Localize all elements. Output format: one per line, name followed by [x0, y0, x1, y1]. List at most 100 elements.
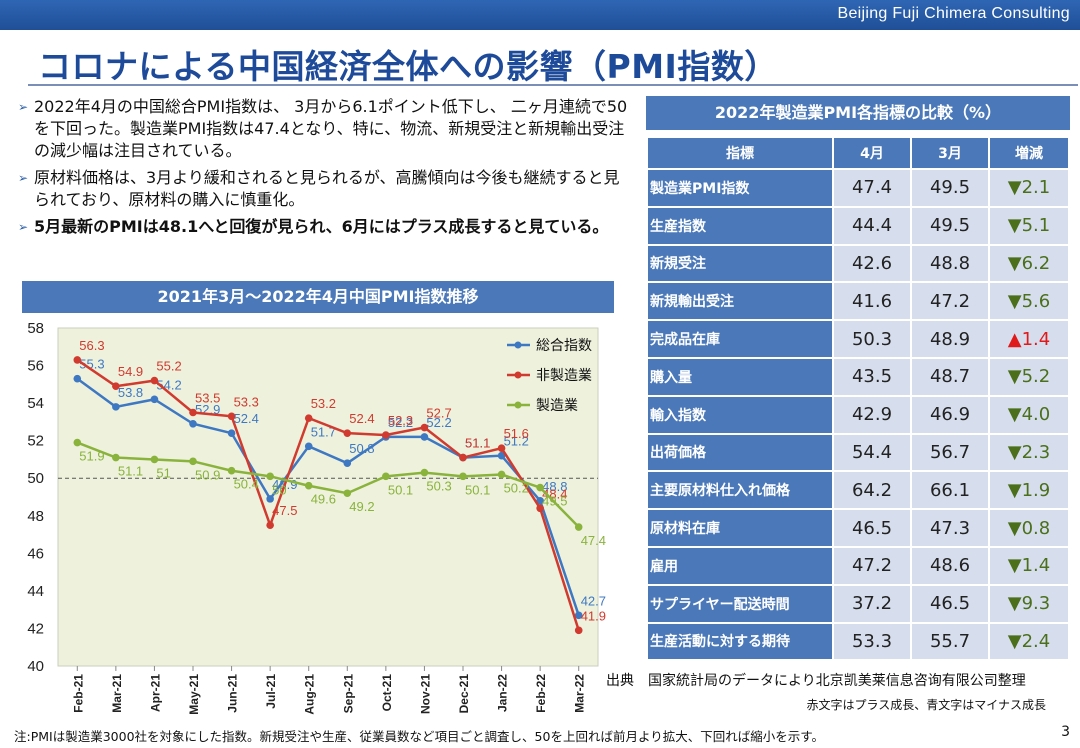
x-tick-label: Apr-21: [148, 674, 162, 712]
pmi-chart-area: 40 42 44 46 48 50 52 54 56 58 Feb-21 Mar-21 Apr-21 Ma…: [0, 313, 640, 725]
data-label: 49.6: [311, 492, 336, 507]
april-value-cell: 50.3: [834, 321, 910, 357]
y-tick-label: 44: [27, 583, 44, 600]
april-value-cell: 53.3: [834, 623, 910, 660]
table-row: 生産活動に対する期待 53.3 55.7 ▼2.4: [648, 623, 1068, 660]
plot-area: [57, 327, 599, 667]
data-point: [189, 419, 197, 428]
data-label: 55.2: [156, 359, 181, 374]
april-value-cell: 46.5: [834, 510, 910, 546]
data-label: 52.2: [426, 415, 451, 430]
data-label: 56.3: [79, 338, 104, 353]
data-label: 50.9: [195, 467, 220, 482]
footnote: 注:PMIは製造業3000社を対象にした指数。新規受注や生産、従業員数など項目ご…: [14, 729, 824, 744]
data-label: 50.3: [426, 479, 451, 494]
legend-label: 総合指数: [536, 338, 592, 354]
data-point: [574, 523, 583, 531]
data-label: 48.8: [542, 479, 567, 494]
x-tick-label: Feb-21: [71, 674, 85, 713]
y-tick-label: 54: [27, 395, 44, 412]
march-value-cell: 66.1: [912, 472, 988, 509]
data-label: 53.3: [234, 394, 259, 409]
indicator-name-cell: 完成品在庫: [648, 321, 832, 357]
april-value-cell: 54.4: [834, 434, 910, 471]
april-value-cell: 47.4: [834, 170, 910, 206]
legend-marker: [514, 401, 522, 409]
brand-label: Beijing Fuji Chimera Consulting: [837, 5, 1070, 22]
data-label: 52.3: [388, 413, 413, 428]
page-title: コロナによる中国経済全体への影響（PMI指数）: [38, 47, 778, 86]
data-label: 47.4: [581, 533, 606, 548]
change-cell: ▼2.4: [990, 623, 1068, 660]
table-row: 新規輸出受注 41.6 47.2 ▼5.6: [648, 283, 1068, 320]
data-point: [497, 444, 506, 452]
data-label: 42.7: [581, 593, 606, 608]
data-label: 51.7: [311, 424, 336, 439]
data-label: 51.1: [465, 436, 490, 451]
title-divider: [28, 84, 1078, 86]
indicator-name-cell: 主要原材料仕入れ価格: [648, 472, 832, 509]
april-value-cell: 37.2: [834, 585, 910, 622]
legend-marker: [514, 341, 522, 349]
april-value-cell: 44.4: [834, 207, 910, 244]
data-point: [304, 481, 313, 490]
data-point: [497, 470, 506, 479]
series-line: [76, 441, 580, 528]
data-label: 50.1: [388, 482, 413, 497]
indicator-name-cell: 雇用: [648, 547, 832, 584]
march-value-cell: 46.5: [912, 585, 988, 622]
bullet-item: ➢ 2022年4月の中国総合PMI指数は、 3月から6.1ポイント低下し、 二ヶ月…: [18, 96, 630, 162]
series-line: [76, 377, 580, 616]
change-cell: ▼5.2: [990, 358, 1068, 395]
data-label: 50.8: [349, 441, 374, 456]
table-row: 出荷価格 54.4 56.7 ▼2.3: [648, 434, 1068, 471]
data-point: [343, 429, 352, 437]
table-row: 製造業PMI指数 47.4 49.5 ▼2.1: [648, 170, 1068, 206]
data-label: 51.9: [79, 449, 104, 464]
data-label: 49.2: [349, 499, 374, 514]
march-value-cell: 48.9: [912, 321, 988, 357]
chart-title: 2021年3月～2022年4月中国PMI指数推移: [22, 281, 614, 313]
bullet-text: 2022年4月の中国総合PMI指数は、 3月から6.1ポイント低下し、 二ヶ月連…: [34, 97, 628, 160]
y-tick-label: 56: [27, 358, 44, 375]
april-value-cell: 43.5: [834, 358, 910, 395]
data-point: [343, 489, 352, 498]
indicator-name-cell: 原材料在庫: [648, 510, 832, 546]
change-cell: ▼2.3: [990, 434, 1068, 471]
table-row: 主要原材料仕入れ価格 64.2 66.1 ▼1.9: [648, 472, 1068, 509]
data-label: 52.7: [426, 406, 451, 421]
change-cell: ▼5.1: [990, 207, 1068, 244]
data-point: [420, 468, 429, 477]
data-label: 51.1: [465, 436, 490, 451]
x-tick-label: Mar-21: [110, 674, 124, 713]
data-point: [420, 433, 429, 441]
march-value-cell: 56.7: [912, 434, 988, 471]
change-cell: ▼1.4: [990, 547, 1068, 584]
indicator-name-cell: 生産指数: [648, 207, 832, 244]
x-tick-label: Dec-21: [457, 674, 471, 714]
data-point: [150, 455, 159, 464]
y-tick-label: 40: [27, 658, 44, 675]
april-value-cell: 42.9: [834, 396, 910, 433]
data-label: 53.5: [195, 391, 220, 406]
header-march: 3月: [912, 138, 988, 168]
data-point: [73, 438, 82, 447]
data-label: 52.2: [388, 415, 413, 430]
data-point: [382, 472, 390, 481]
data-point: [536, 504, 544, 513]
bullet-text: 原材料価格は、3月より緩和されると見られるが、高騰傾向は今後も継続すると見られて…: [34, 168, 620, 209]
table-row: 輸入指数 42.9 46.9 ▼4.0: [648, 396, 1068, 433]
data-label: 50: [272, 482, 286, 497]
x-tick-label: Oct-21: [380, 674, 394, 712]
table-row: 購入量 43.5 48.7 ▼5.2: [648, 358, 1068, 395]
data-point: [112, 453, 120, 462]
legend-label: 非製造業: [536, 368, 592, 384]
legend-marker: [514, 371, 522, 379]
x-tick-label: Mar-22: [573, 674, 587, 713]
data-point: [266, 495, 274, 503]
x-tick-label: Aug-21: [303, 674, 317, 715]
march-value-cell: 49.5: [912, 170, 988, 206]
march-value-cell: 48.8: [912, 245, 988, 282]
indicator-name-cell: 購入量: [648, 358, 832, 395]
source-note: 出典 国家統計局のデータにより北京凯美莱信息咨询有限公司整理: [606, 673, 1026, 689]
